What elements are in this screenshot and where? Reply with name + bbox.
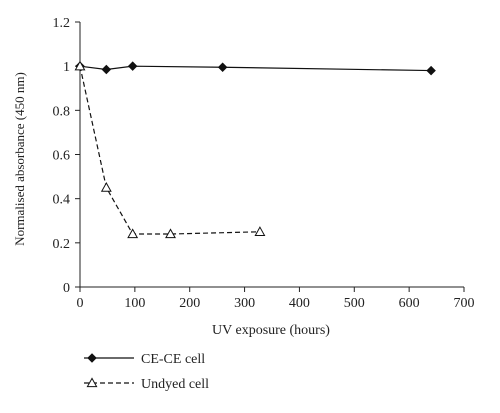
series-2 bbox=[74, 60, 266, 239]
data-point bbox=[127, 61, 138, 71]
y-tick-label: 0.2 bbox=[53, 237, 71, 252]
legend-marker bbox=[87, 353, 97, 363]
y-tick-label: 0 bbox=[63, 281, 70, 296]
x-tick-label: 0 bbox=[77, 296, 84, 311]
x-tick-label: 600 bbox=[399, 296, 420, 311]
data-point bbox=[426, 65, 436, 76]
y-axis-title: Normalised absorbance (450 nm) bbox=[12, 72, 27, 246]
legend-item: CE-CE cell bbox=[84, 352, 205, 367]
x-tick-label: 300 bbox=[234, 296, 255, 311]
x-tick-label: 400 bbox=[289, 296, 310, 311]
y-tick-label: 0.8 bbox=[53, 104, 71, 119]
legend-item: Undyed cell bbox=[84, 377, 209, 392]
data-point bbox=[217, 62, 228, 73]
legend-label: CE-CE cell bbox=[141, 352, 205, 367]
data-point bbox=[101, 64, 112, 75]
series-1 bbox=[75, 61, 436, 76]
data-point bbox=[100, 181, 112, 192]
data-point bbox=[165, 228, 176, 239]
legend-marker bbox=[86, 377, 98, 388]
data-point bbox=[254, 226, 266, 236]
series-line bbox=[79, 66, 260, 235]
x-tick-label: 500 bbox=[344, 296, 365, 311]
y-tick-label: 0.4 bbox=[53, 193, 71, 208]
x-tick-label: 700 bbox=[454, 296, 475, 311]
y-tick-label: 1.2 bbox=[53, 16, 71, 31]
y-tick-label: 1 bbox=[63, 60, 70, 75]
axes: 0 0.2 0.4 0.6 0.8 1 1.2 0 100 200 300 400 500 600 700 bbox=[53, 16, 475, 311]
x-tick-label: 100 bbox=[124, 296, 145, 311]
data-point bbox=[74, 60, 86, 71]
y-tick-label: 0.6 bbox=[53, 149, 71, 164]
data-point bbox=[127, 228, 139, 239]
series-layer bbox=[74, 60, 436, 239]
x-axis-title: UV exposure (hours) bbox=[212, 323, 330, 338]
legend-label: Undyed cell bbox=[141, 377, 209, 392]
legend: CE-CE cell Undyed cell bbox=[84, 352, 209, 392]
x-tick-label: 200 bbox=[179, 296, 200, 311]
